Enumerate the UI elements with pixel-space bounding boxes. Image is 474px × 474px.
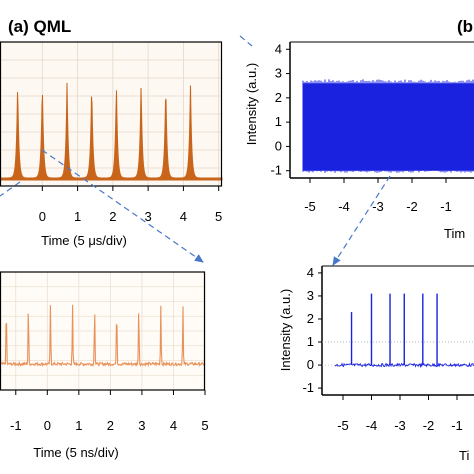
panel-c-xtick-label: 4: [170, 418, 177, 433]
panel-d-xtick-label: -1: [451, 418, 463, 433]
panel-b-xtick-label: -2: [406, 199, 418, 214]
panel-d-ylabel: Intensity (a.u.): [278, 289, 293, 371]
panel-a-title: (a) QML: [8, 17, 71, 36]
zoom-line-b-top: [239, 35, 253, 47]
panel-c-xtick-label: 2: [107, 418, 114, 433]
panel-d-ytick-label: 4: [307, 265, 314, 280]
panel-a-xtick-label: 1: [74, 209, 81, 224]
panel-d-ytick-label: 3: [307, 288, 314, 303]
panel-c-xtick-label: -1: [10, 418, 22, 433]
panel-a-xlabel: Time (5 μs/div): [41, 233, 127, 248]
panel-b-xtick-label: -5: [304, 199, 316, 214]
panel-b-ytick-label: 4: [275, 41, 282, 56]
panel-c-xlabel: Time (5 ns/div): [33, 445, 118, 460]
panel-d-ytick-label: 2: [307, 311, 314, 326]
panel-c-pulse-trace: [0, 304, 206, 368]
panel-a-xtick-label: 2: [109, 209, 116, 224]
panel-b-xlabel: Tim: [444, 226, 465, 241]
panel-c-xtick-label: 1: [75, 418, 82, 433]
zoom-line-a-left: [0, 181, 21, 197]
panel-d-ytick-label: -1: [302, 380, 314, 395]
panel-c-xtick-label: 5: [201, 418, 208, 433]
panel-b-title: (b: [457, 17, 473, 36]
panel-c-frame: [0, 271, 206, 391]
panel-b-xtick-label: -1: [440, 199, 452, 214]
panel-b-xtick-label: -3: [372, 199, 384, 214]
panel-d-xlabel: Ti: [459, 448, 469, 463]
panel-a-xtick-label: 3: [145, 209, 152, 224]
panel-b-ytick-label: 2: [275, 90, 282, 105]
panel-d-xtick-label: -5: [337, 418, 349, 433]
panel-b-xtick-label: -4: [338, 199, 350, 214]
panel-d-xtick-label: -3: [394, 418, 406, 433]
panel-b-signal-noise: [302, 79, 474, 173]
panel-d-ytick-label: 1: [307, 334, 314, 349]
panel-d-xtick-label: -2: [423, 418, 435, 433]
panel-a-xtick-label: 5: [215, 209, 222, 224]
panel-a-frame: [0, 41, 223, 187]
panel-a-xtick-label: 4: [180, 209, 187, 224]
zoom-arrow-b: [332, 175, 391, 266]
panel-c-xtick-label: 3: [138, 418, 145, 433]
panel-d-ytick-label: 0: [307, 357, 314, 372]
panel-d-xtick-label: -4: [366, 418, 378, 433]
panel-b-ytick-label: 0: [275, 138, 282, 153]
panel-b-ytick-label: 3: [275, 66, 282, 81]
zoom-arrow-a: [41, 149, 204, 263]
panel-a-pulse-trace: [0, 82, 223, 181]
panel-b-ytick-label: -1: [270, 163, 282, 178]
panel-b-ylabel: Intensity (a.u.): [244, 63, 259, 145]
panel-a-xtick-label: 0: [39, 209, 46, 224]
panel-c-xtick-label: 0: [44, 418, 51, 433]
panel-b-ytick-label: 1: [275, 114, 282, 129]
